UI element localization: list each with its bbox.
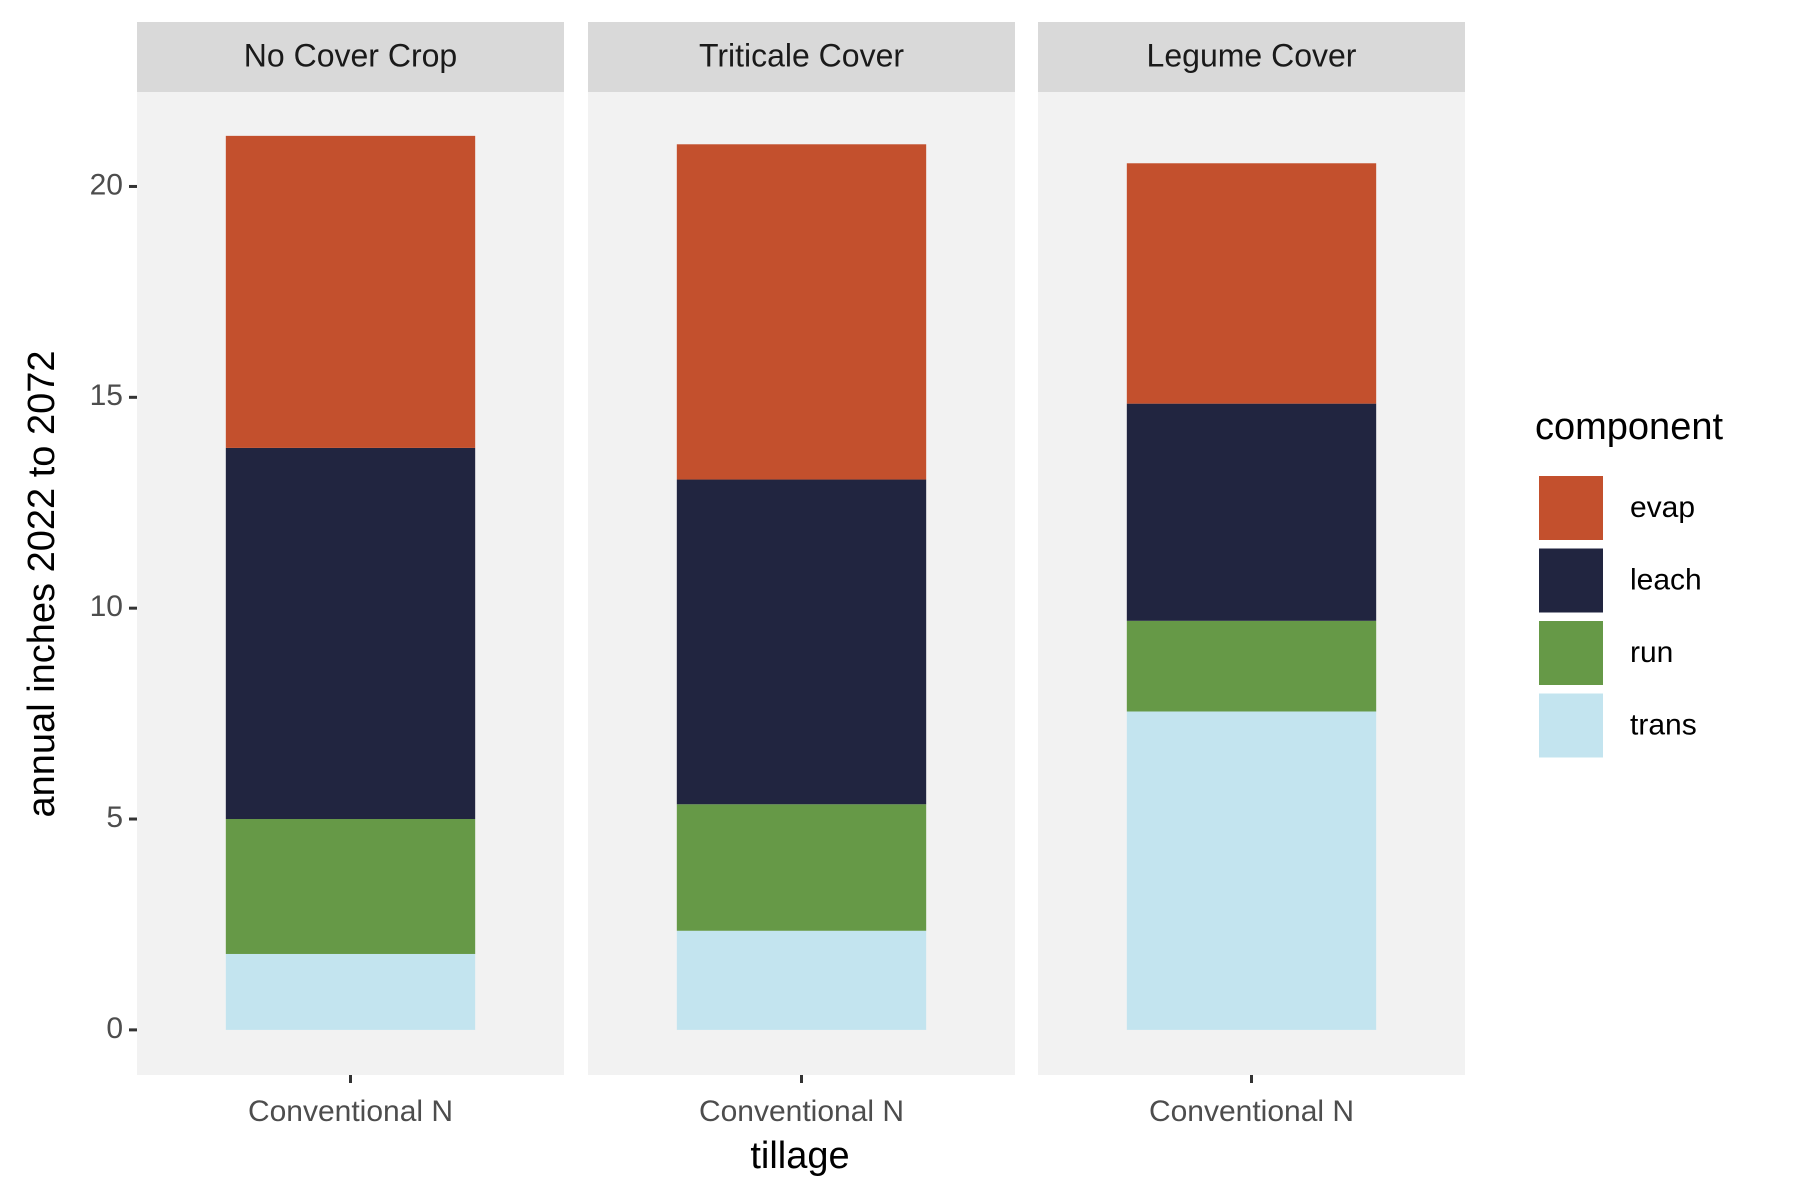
x-tick-label: Conventional N: [1149, 1095, 1354, 1128]
legend-key: [1537, 691, 1605, 760]
facet-title: No Cover Crop: [244, 37, 457, 73]
bar-segment: [225, 135, 476, 448]
y-tick-label: 5: [106, 801, 123, 834]
strip: [588, 22, 1015, 92]
bar-segment: [676, 144, 927, 480]
bar-segment: [1126, 711, 1377, 1030]
strip: [137, 22, 564, 92]
bar-segment: [676, 804, 927, 931]
bar-segment: [225, 953, 476, 1030]
bar-segment: [1126, 620, 1377, 712]
bar-segment: [676, 479, 927, 805]
legend-label: run: [1630, 636, 1673, 669]
bar-segment: [225, 447, 476, 820]
facet-title: Triticale Cover: [699, 37, 904, 73]
legend-label: leach: [1630, 563, 1702, 596]
bar-segment: [676, 930, 927, 1030]
strip: [1038, 22, 1465, 92]
legend-label: evap: [1630, 491, 1695, 524]
y-tick-label: 0: [106, 1012, 123, 1045]
legend-label: trans: [1630, 708, 1697, 741]
bar-segment: [225, 819, 476, 954]
legend-title: component: [1535, 406, 1723, 448]
x-tick-label: Conventional N: [699, 1095, 904, 1128]
x-tick-label: Conventional N: [248, 1095, 453, 1128]
legend-key: [1537, 474, 1605, 542]
bar-segment: [1126, 403, 1377, 621]
bar-segment: [1126, 163, 1377, 404]
y-tick-label: 15: [90, 379, 123, 412]
y-tick-label: 20: [90, 168, 123, 201]
y-tick-label: 10: [90, 590, 123, 623]
x-axis-title: tillage: [750, 1135, 849, 1177]
y-axis-title: annual inches 2022 to 2072: [21, 351, 63, 818]
facet-title: Legume Cover: [1147, 37, 1357, 73]
legend-key: [1537, 619, 1605, 687]
legend-key: [1537, 546, 1605, 615]
